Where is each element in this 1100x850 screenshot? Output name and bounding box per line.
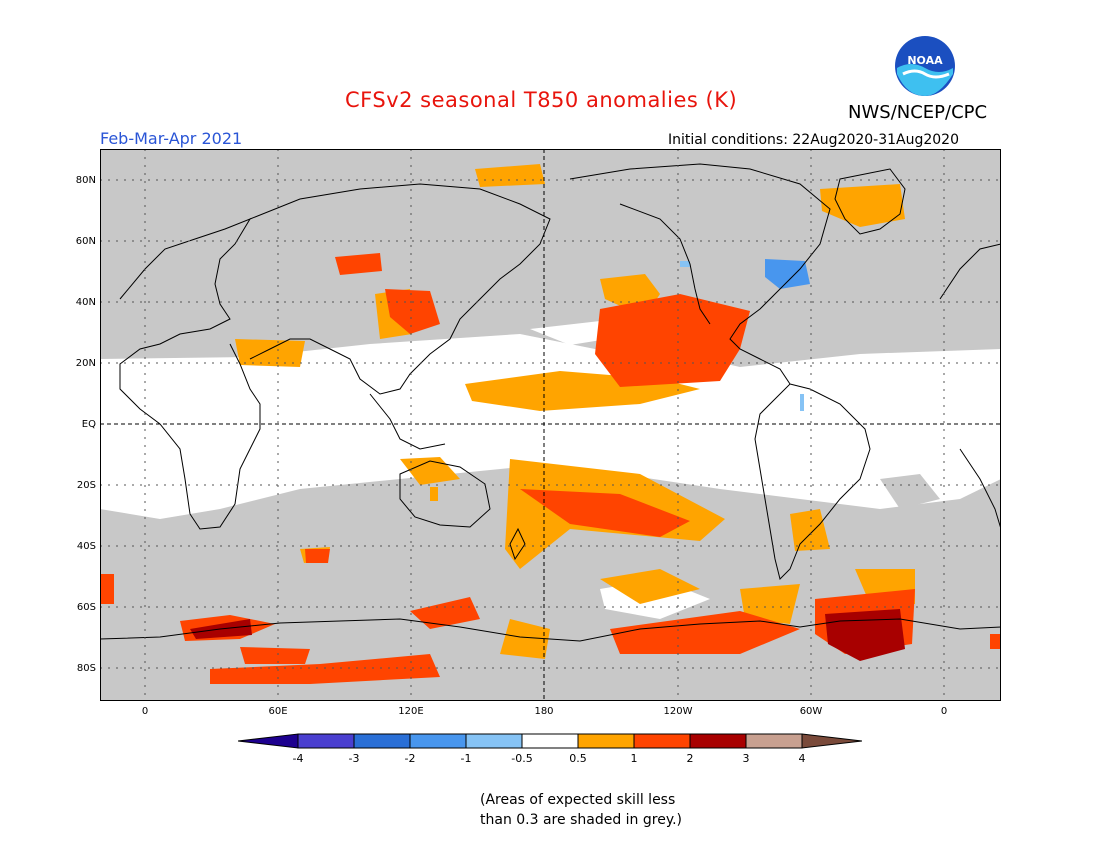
colorbar-label: 4	[798, 752, 806, 765]
colorbar-label: 1	[630, 752, 638, 765]
colorbar-label: -1	[460, 752, 472, 765]
equator-dateline	[100, 149, 1001, 701]
colorbar-label: -3	[348, 752, 360, 765]
colorbar-segment	[297, 733, 355, 749]
lat-label: 60S	[76, 602, 96, 613]
skill-note-line2: than 0.3 are shaded in grey.)	[480, 812, 683, 828]
lat-label: 40S	[76, 541, 96, 552]
near-normal-band	[100, 334, 1001, 519]
lat-label: 20N	[75, 358, 96, 369]
lat-label: 40N	[75, 297, 96, 308]
colorbar-label: 3	[742, 752, 750, 765]
lon-label: 60W	[799, 706, 823, 717]
lat-label: 80N	[75, 175, 96, 186]
lon-label: 0	[141, 706, 149, 717]
coastlines	[100, 163, 1001, 642]
lat-label: 20S	[76, 480, 96, 491]
agency-label: NWS/NCEP/CPC	[848, 102, 988, 123]
lon-label: 60E	[268, 706, 288, 717]
lon-label: 0	[940, 706, 948, 717]
noaa-logo: NOAA	[895, 36, 955, 96]
chart-title: CFSv2 seasonal T850 anomalies (K)	[345, 88, 738, 112]
colorbar-segment	[238, 733, 299, 749]
lon-label: 120E	[398, 706, 424, 717]
colorbar-segment	[353, 733, 411, 749]
colorbar-segment	[465, 733, 523, 749]
lat-label: 80S	[76, 663, 96, 674]
colorbar-segment	[745, 733, 803, 749]
lat-label: 60N	[75, 236, 96, 247]
lon-label: 120W	[663, 706, 693, 717]
map-frame	[100, 149, 1001, 701]
colorbar-segment	[521, 733, 579, 749]
colorbar-segment	[633, 733, 691, 749]
colorbar-label: -2	[404, 752, 416, 765]
colorbar-label: 2	[686, 752, 694, 765]
colorbar-label: -0.5	[511, 752, 533, 765]
skill-note-line1: (Areas of expected skill less	[480, 792, 676, 808]
colorbar-segment	[577, 733, 635, 749]
colorbar-label: 0.5	[569, 752, 587, 765]
colorbar-segment	[689, 733, 747, 749]
lat-label: EQ	[81, 419, 96, 430]
forecast-period: Feb-Mar-Apr 2021	[100, 129, 243, 148]
colorbar	[238, 733, 862, 749]
anomaly-neg-1-to-neg-2	[680, 259, 810, 411]
colorbar-segment	[409, 733, 467, 749]
anomaly-map	[100, 149, 1001, 701]
colorbar-segment	[801, 733, 862, 749]
svg-text:NOAA: NOAA	[907, 54, 943, 67]
lon-label: 180	[534, 706, 554, 717]
colorbar-label: -4	[292, 752, 304, 765]
initial-conditions: Initial conditions: 22Aug2020-31Aug2020	[668, 132, 959, 148]
